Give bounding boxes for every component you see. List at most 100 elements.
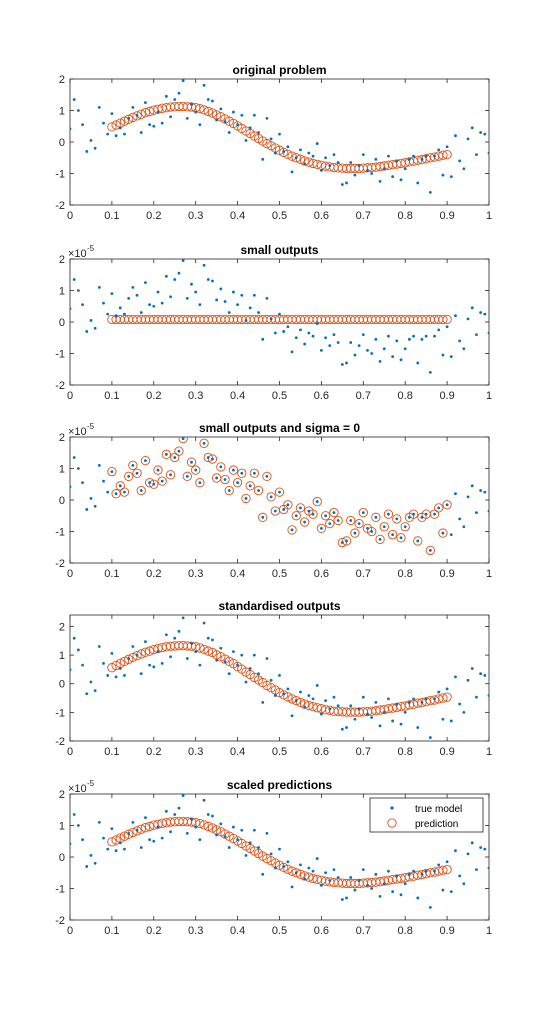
true-model-point xyxy=(307,694,311,697)
true-model-point xyxy=(93,689,97,692)
true-model-point xyxy=(114,849,118,853)
true-model-point xyxy=(261,337,265,341)
true-model-point xyxy=(349,161,353,164)
true-model-point xyxy=(81,838,84,842)
chart-title: small outputs xyxy=(240,243,318,257)
prediction-point xyxy=(304,872,314,882)
true-model-point xyxy=(135,471,139,475)
true-model-point xyxy=(202,263,206,267)
true-model-point xyxy=(206,456,210,459)
true-model-point xyxy=(261,157,265,161)
true-model-point xyxy=(139,131,143,134)
prediction-point xyxy=(429,509,440,519)
prediction-point xyxy=(132,826,142,836)
chart-panel-4: standardised outputs 0 0.1 0.2 0.3 0.4 0.5 0.6 0… xyxy=(55,599,492,758)
true-model-point xyxy=(185,474,189,478)
true-model-point xyxy=(265,474,269,478)
prediction-point xyxy=(232,478,243,488)
x-tick-label: 0.2 xyxy=(146,925,161,937)
chart-title: scaled predictions xyxy=(227,778,333,792)
true-model-point xyxy=(273,151,277,155)
data-marks xyxy=(70,794,489,909)
true-model-point xyxy=(416,726,420,729)
true-model-point xyxy=(131,463,135,467)
prediction-point xyxy=(228,465,239,475)
prediction-point xyxy=(144,821,155,832)
true-model-point xyxy=(198,838,202,842)
data-marks xyxy=(70,437,489,556)
true-model-point xyxy=(328,344,332,348)
true-model-point xyxy=(454,134,457,138)
prediction-point xyxy=(119,831,130,841)
prediction-point xyxy=(375,534,385,545)
legend: true model prediction xyxy=(369,797,484,833)
y-tick-label: 1 xyxy=(59,286,65,298)
true-model-point xyxy=(127,296,131,300)
true-model-point xyxy=(282,692,286,696)
true-model-point xyxy=(361,695,365,699)
true-model-point xyxy=(127,657,131,660)
true-model-point xyxy=(420,700,424,704)
true-model-point xyxy=(449,175,453,179)
true-model-point xyxy=(294,156,298,160)
true-model-point xyxy=(458,339,462,343)
true-model-point xyxy=(97,285,101,289)
x-tick-label: 0.7 xyxy=(356,568,371,580)
true-model-point xyxy=(307,151,311,155)
true-model-point xyxy=(278,132,281,136)
true-model-point xyxy=(223,478,227,481)
true-model-point xyxy=(232,825,235,829)
true-model-point xyxy=(370,716,374,719)
true-model-point xyxy=(294,699,298,703)
true-model-point xyxy=(290,170,294,174)
true-model-point xyxy=(85,150,89,153)
true-model-point xyxy=(160,479,164,483)
true-model-point xyxy=(85,692,89,696)
true-model-point xyxy=(169,115,172,119)
true-model-point xyxy=(131,285,135,289)
true-model-point xyxy=(194,110,198,114)
legend-marker-true-model xyxy=(390,806,394,810)
true-model-point xyxy=(399,536,403,540)
prediction-point xyxy=(287,525,297,535)
true-model-point xyxy=(206,813,210,816)
true-model-point xyxy=(269,678,273,682)
true-model-point xyxy=(311,334,315,338)
true-model-point xyxy=(290,528,294,532)
prediction-point xyxy=(312,496,322,507)
true-model-point xyxy=(437,690,441,694)
true-model-point xyxy=(407,157,411,161)
true-model-point xyxy=(454,492,457,496)
true-model-point xyxy=(244,497,248,500)
x-tick-label: 0.2 xyxy=(146,746,161,758)
y-tick-label: 0 xyxy=(59,852,65,864)
true-model-point xyxy=(202,621,206,625)
true-model-point xyxy=(152,665,156,669)
y-tick-label: -2 xyxy=(55,200,65,212)
true-model-point xyxy=(93,326,97,330)
true-model-point xyxy=(81,481,84,485)
true-model-point xyxy=(424,154,428,158)
x-tick-label: 0.8 xyxy=(398,746,413,758)
true-model-point xyxy=(324,871,327,875)
prediction-point xyxy=(124,471,134,482)
true-model-point xyxy=(428,736,432,739)
true-model-point xyxy=(72,813,76,816)
prediction-point xyxy=(354,518,364,529)
true-model-point xyxy=(349,876,353,879)
y-tick-label: -2 xyxy=(55,736,65,748)
true-model-point xyxy=(144,816,147,820)
true-model-point xyxy=(282,508,286,511)
true-model-point xyxy=(89,497,93,500)
true-model-point xyxy=(236,663,240,667)
axis-exponent-power: -5 xyxy=(87,422,95,431)
prediction-point xyxy=(140,455,151,466)
true-model-point xyxy=(152,124,156,128)
prediction-point xyxy=(442,500,452,510)
true-model-point xyxy=(462,710,466,714)
x-tick-label: 1 xyxy=(486,746,492,758)
x-tick-label: 0.4 xyxy=(230,925,245,937)
true-model-point xyxy=(110,292,114,296)
true-model-point xyxy=(236,123,240,127)
prediction-point xyxy=(299,517,310,527)
